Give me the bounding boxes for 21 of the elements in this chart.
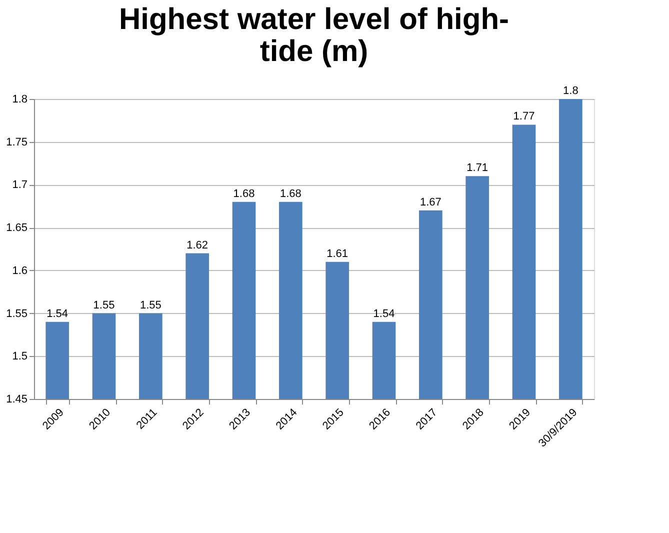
y-tick-label: 1.5 [12, 350, 28, 363]
data-label: 1.77 [513, 110, 535, 123]
data-label: 1.54 [46, 308, 68, 320]
y-tick-label: 1.8 [12, 94, 28, 106]
data-label: 1.54 [373, 308, 395, 320]
data-label: 1.55 [93, 299, 115, 312]
data-label: 1.68 [233, 188, 255, 200]
data-label: 1.71 [466, 162, 488, 174]
y-tick-label: 1.6 [12, 264, 28, 277]
chart-title: Highest water level of high-tide (m) [118, 3, 510, 68]
y-tick-label: 1.75 [6, 136, 28, 148]
data-label: 1.55 [140, 299, 162, 312]
data-label: 1.67 [420, 196, 442, 208]
data-label: 1.68 [280, 188, 302, 200]
data-label: 1.61 [326, 248, 348, 260]
y-tick-label: 1.7 [12, 179, 28, 192]
y-tick-label: 1.45 [6, 394, 28, 406]
y-tick-label: 1.55 [6, 308, 28, 320]
data-label: 1.8 [563, 85, 578, 97]
y-tick-label: 1.65 [6, 222, 28, 234]
data-label: 1.62 [186, 239, 208, 252]
